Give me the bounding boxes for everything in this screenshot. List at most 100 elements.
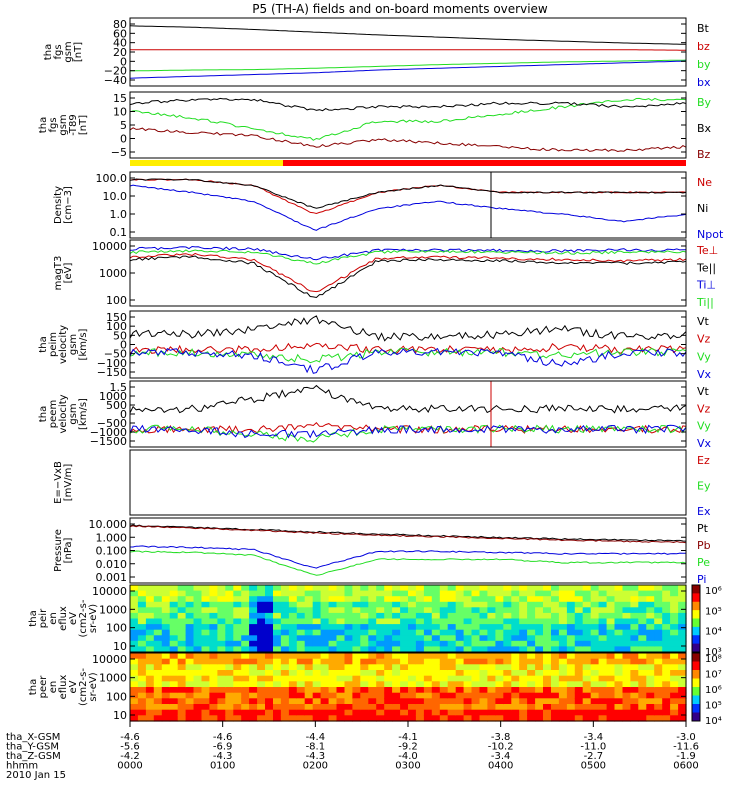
spectrogram-cell xyxy=(638,635,647,642)
spectrogram-cell xyxy=(137,704,147,711)
spectrogram-cell xyxy=(535,687,544,694)
spectrogram-cell xyxy=(384,624,393,631)
spectrogram-cell xyxy=(527,590,536,597)
spectrogram-cell xyxy=(638,698,647,705)
spectrogram-cell xyxy=(527,607,536,614)
spectrogram-cell xyxy=(169,601,179,608)
spectrogram-cell xyxy=(265,640,274,647)
spectrogram-cell xyxy=(654,687,663,694)
spectrogram-cell xyxy=(145,618,155,625)
ytick-label: 0 xyxy=(120,55,127,68)
spectrogram-cell xyxy=(368,709,377,716)
axis-label-line: [cm−3] xyxy=(63,186,74,224)
ytick-label: 60 xyxy=(113,27,127,40)
spectrogram-cell xyxy=(598,629,608,636)
spectrogram-cell xyxy=(558,715,568,722)
spectrogram-cell xyxy=(233,675,242,682)
footer-row-label: tha_Y-GSM xyxy=(6,742,59,753)
spectrogram-cell xyxy=(288,624,298,631)
spectrogram-cell xyxy=(535,709,544,716)
ytick-label: 0 xyxy=(120,133,127,146)
spectrogram-cell xyxy=(249,635,258,642)
spectrogram-cell xyxy=(598,709,608,716)
ytick-label: 0 xyxy=(120,408,127,421)
spectrogram-cell xyxy=(344,635,353,642)
spectrogram-cell xyxy=(161,692,171,699)
spectrogram-cell xyxy=(392,653,401,660)
spectrogram-cell xyxy=(169,681,179,688)
spectrogram-cell xyxy=(662,653,671,660)
spectrogram-cell xyxy=(646,704,655,711)
spectrogram-cell xyxy=(384,709,393,716)
spectrogram-cell xyxy=(328,704,338,711)
spectrogram-cell xyxy=(209,653,218,660)
ytick-label: 80 xyxy=(113,18,127,31)
spectrogram-cell xyxy=(392,715,401,722)
colorbar-label: 10⁶ xyxy=(705,685,722,696)
spectrogram-cell xyxy=(233,664,242,671)
spectrogram-cell xyxy=(153,601,163,608)
spectrogram-cell xyxy=(225,709,234,716)
spectrogram-cell xyxy=(344,590,353,597)
spectrogram-cell xyxy=(225,629,234,636)
spectrogram-cell xyxy=(551,704,560,711)
series-pt xyxy=(129,524,687,542)
spectrogram-cell xyxy=(304,675,314,682)
spectrogram-cell xyxy=(670,585,679,592)
spectrogram-cell xyxy=(590,618,600,625)
spectrogram-cell xyxy=(233,698,242,705)
spectrogram-cell xyxy=(233,653,242,660)
spectrogram-cell xyxy=(201,601,210,608)
spectrogram-cell xyxy=(328,692,338,699)
spectrogram-cell xyxy=(503,692,512,699)
spectrogram-cell xyxy=(439,664,449,671)
spectrogram-cell xyxy=(400,664,409,671)
spectrogram-cell xyxy=(241,640,250,647)
spectrogram-cell xyxy=(273,590,282,597)
spectrogram-cell xyxy=(233,704,242,711)
mode-bar xyxy=(130,160,686,166)
spectrogram-cell xyxy=(503,585,512,592)
spectrogram-cell xyxy=(137,687,147,694)
spectrogram-cell xyxy=(535,612,544,620)
spectrogram-cell xyxy=(535,618,544,625)
spectrogram-cell xyxy=(360,658,369,665)
series-by xyxy=(130,59,687,72)
spectrogram-cell xyxy=(161,675,171,682)
spectrogram-cell xyxy=(193,601,202,608)
spectrogram-cell xyxy=(471,709,480,716)
series-vx xyxy=(129,424,687,439)
spectrogram-cell xyxy=(185,612,195,620)
spectrogram-cell xyxy=(392,670,401,677)
spectrogram-cell xyxy=(598,596,608,603)
spectrogram-cell xyxy=(312,646,322,653)
spectrogram-cell xyxy=(209,715,218,722)
spectrogram-cell xyxy=(447,618,457,625)
spectrogram-cell xyxy=(130,596,139,603)
spectrogram-cell xyxy=(384,692,393,699)
spectrogram-cell xyxy=(130,607,139,614)
spectrogram-cell xyxy=(535,692,544,699)
spectrogram-cell xyxy=(487,618,496,625)
spectrogram-cell xyxy=(415,624,425,631)
spectrogram-cell xyxy=(352,709,361,716)
spectrogram-cell xyxy=(130,681,139,688)
spectrogram-cell xyxy=(392,596,401,603)
spectrogram-cell xyxy=(654,585,663,592)
spectrogram-cell xyxy=(328,585,338,592)
spectrogram-cell xyxy=(479,635,488,642)
spectrogram-cell xyxy=(543,596,552,603)
spectrogram-cell xyxy=(654,646,663,653)
spectrogram-cell xyxy=(527,698,536,705)
spectrogram-cell xyxy=(415,698,425,705)
spectrogram-cell xyxy=(130,618,139,625)
spectrogram-cell xyxy=(153,624,163,631)
colorbar-label: 10⁴ xyxy=(705,627,722,638)
footer-value: -4.3 xyxy=(306,751,326,762)
spectrogram-cell xyxy=(304,590,314,597)
axis-label: tha peer en eflux eV (cm2-s-sr-eV) xyxy=(28,668,99,706)
spectrogram-cell xyxy=(225,607,234,614)
spectrogram-cell xyxy=(431,670,441,677)
